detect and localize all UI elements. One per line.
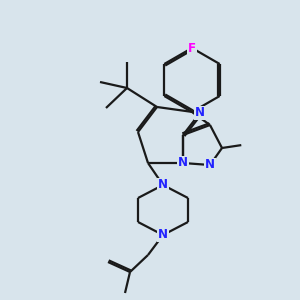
Text: N: N [158, 229, 168, 242]
Text: F: F [188, 41, 196, 55]
Text: N: N [205, 158, 215, 172]
Text: N: N [195, 106, 205, 119]
Text: N: N [178, 157, 188, 169]
Text: N: N [158, 178, 168, 191]
